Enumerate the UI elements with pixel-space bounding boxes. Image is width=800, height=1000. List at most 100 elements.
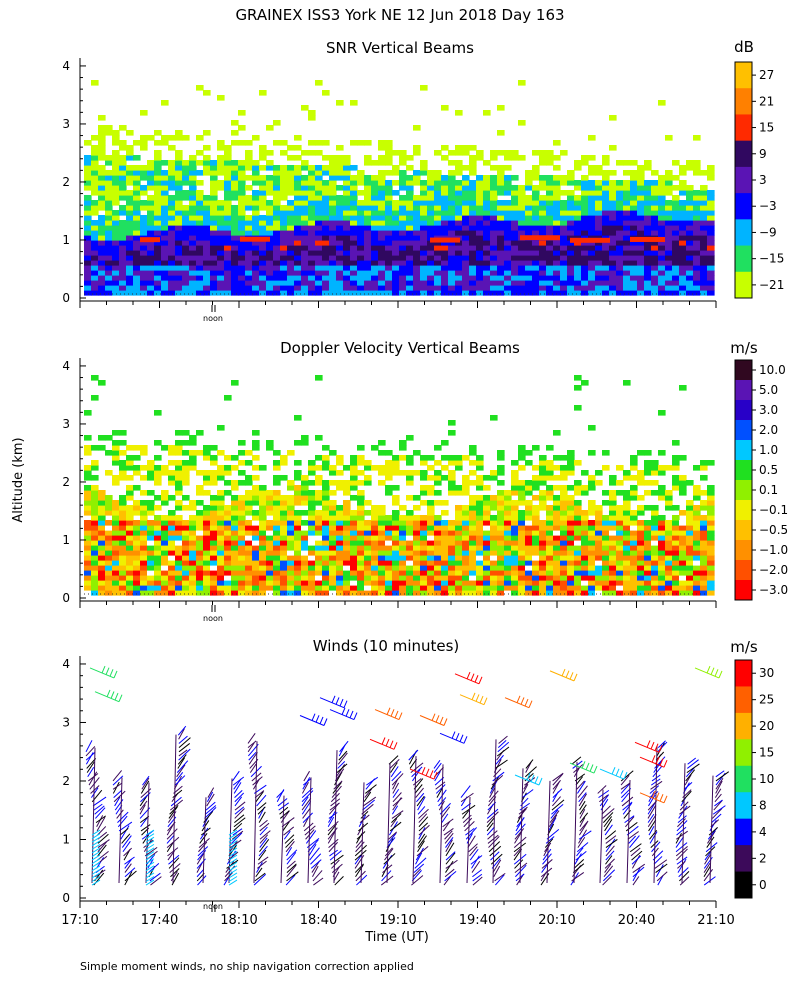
doppler-cell — [182, 495, 190, 501]
snr-cell — [399, 170, 407, 176]
snr-cell — [133, 205, 141, 211]
wind-barb — [90, 785, 100, 794]
snr-cell — [497, 190, 505, 196]
doppler-cell — [420, 470, 428, 476]
snr-cell — [441, 260, 449, 266]
doppler-cell — [567, 550, 575, 556]
snr-cell — [126, 210, 134, 216]
snr-cell — [525, 170, 533, 176]
snr-cell — [630, 215, 638, 221]
snr-cell — [154, 285, 162, 291]
doppler-cell — [553, 580, 561, 586]
doppler-cell — [133, 525, 141, 531]
snr-cell — [483, 200, 491, 206]
doppler-cell — [518, 520, 526, 526]
snr-cell — [518, 275, 526, 281]
colorbar-tick-label: 27 — [759, 68, 774, 82]
snr-cell — [476, 240, 484, 246]
doppler-cell — [658, 450, 666, 456]
doppler-cell — [252, 490, 260, 496]
snr-cell — [546, 160, 554, 166]
doppler-cell — [133, 575, 141, 581]
snr-cell — [378, 260, 386, 266]
colorbar-tick-label: −2.0 — [759, 563, 788, 577]
snr-cell — [259, 220, 267, 226]
snr-cell — [392, 220, 400, 226]
doppler-cell — [238, 555, 246, 561]
snr-cell — [154, 200, 162, 206]
snr-cell — [252, 220, 260, 226]
doppler-cell — [329, 500, 337, 506]
snr-cell — [266, 240, 274, 246]
doppler-cell — [539, 475, 547, 481]
snr-cell — [399, 150, 407, 156]
snr-cell — [441, 175, 449, 181]
snr-cell — [434, 230, 442, 236]
doppler-cell — [476, 590, 484, 596]
snr-cell — [693, 190, 701, 196]
doppler-cell — [266, 580, 274, 586]
doppler-cell — [490, 505, 498, 511]
doppler-cell — [434, 550, 442, 556]
snr-cell — [231, 235, 239, 241]
snr-cell — [168, 145, 176, 151]
snr-cell — [287, 260, 295, 266]
doppler-cell — [630, 495, 638, 501]
doppler-cell — [441, 570, 449, 576]
snr-cell — [98, 240, 106, 246]
snr-cell — [245, 280, 253, 286]
snr-cell — [546, 220, 554, 226]
doppler-cell — [231, 465, 239, 471]
snr-cell — [378, 170, 386, 176]
snr-cell — [448, 150, 456, 156]
doppler-cell — [686, 510, 694, 516]
doppler-cell — [427, 550, 435, 556]
doppler-cell — [371, 590, 379, 596]
doppler-cell — [364, 590, 372, 596]
snr-cell — [315, 225, 323, 231]
doppler-cell — [287, 570, 295, 576]
snr-cell — [483, 245, 491, 251]
snr-cell — [679, 275, 687, 281]
doppler-cell — [203, 580, 211, 586]
snr-cell — [336, 275, 344, 281]
snr-cell — [469, 200, 477, 206]
wind-barb — [97, 844, 107, 857]
doppler-cell — [119, 470, 127, 476]
snr-cell — [336, 210, 344, 216]
snr-cell — [588, 215, 596, 221]
snr-cell — [224, 285, 232, 291]
snr-cell — [175, 185, 183, 191]
snr-cell — [294, 220, 302, 226]
wind-barb — [232, 828, 243, 836]
doppler-cell — [504, 535, 512, 541]
snr-cell — [420, 230, 428, 236]
snr-cell — [504, 240, 512, 246]
snr-cell — [525, 290, 533, 296]
wind-barb — [197, 875, 207, 886]
snr-cell — [161, 260, 169, 266]
snr-cell — [140, 175, 148, 181]
snr-cell — [273, 225, 281, 231]
doppler-cell — [119, 560, 127, 566]
snr-cell — [567, 210, 575, 216]
doppler-cell — [560, 470, 568, 476]
snr-cell — [98, 150, 106, 156]
wind-barb — [142, 775, 150, 786]
snr-cell — [546, 265, 554, 271]
snr-cell — [595, 290, 603, 296]
doppler-cell — [371, 525, 379, 531]
doppler-cell — [434, 555, 442, 561]
snr-cell — [140, 260, 148, 266]
snr-cell — [406, 205, 414, 211]
doppler-cell — [280, 455, 288, 461]
snr-cell — [637, 225, 645, 231]
snr-cell — [441, 220, 449, 226]
snr-cell — [182, 225, 190, 231]
doppler-cell — [441, 520, 449, 526]
snr-cell — [224, 170, 232, 176]
doppler-cell — [133, 520, 141, 526]
snr-cell — [287, 285, 295, 291]
wind-barb — [197, 846, 209, 857]
doppler-cell — [259, 555, 267, 561]
